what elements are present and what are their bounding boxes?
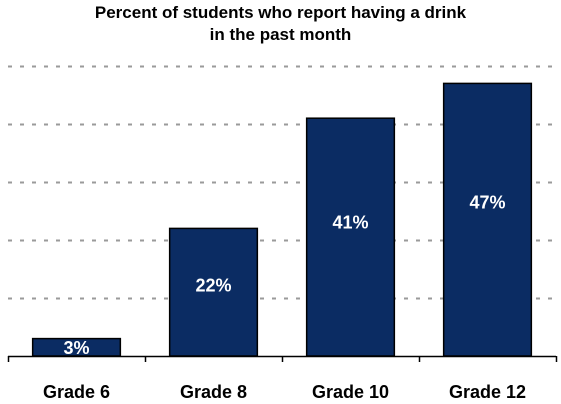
bar-grade-8 [168, 227, 259, 357]
value-label-grade-12: 47% [469, 193, 505, 213]
bars [31, 82, 533, 357]
category-label-grade-12: Grade 12 [449, 382, 526, 402]
bar-grade-10 [305, 117, 396, 357]
x-axis [7, 355, 558, 362]
value-label-grade-10: 41% [332, 212, 368, 232]
category-label-grade-10: Grade 10 [312, 382, 389, 402]
category-label-grade-8: Grade 8 [180, 382, 247, 402]
value-label-grade-6: 3% [63, 338, 89, 358]
labels: 3% Grade 6 22% Grade 8 41% Grade 10 47% Grade 1… [43, 193, 526, 402]
category-label-grade-6: Grade 6 [43, 382, 110, 402]
chart-title-line-2: in the past month [203, 25, 358, 44]
chart-title-line-1: Percent of students who report having a … [88, 3, 473, 22]
value-label-grade-8: 22% [195, 275, 231, 295]
chart-title: Percent of students who report having a … [0, 2, 561, 46]
bar-grade-12 [442, 82, 533, 357]
